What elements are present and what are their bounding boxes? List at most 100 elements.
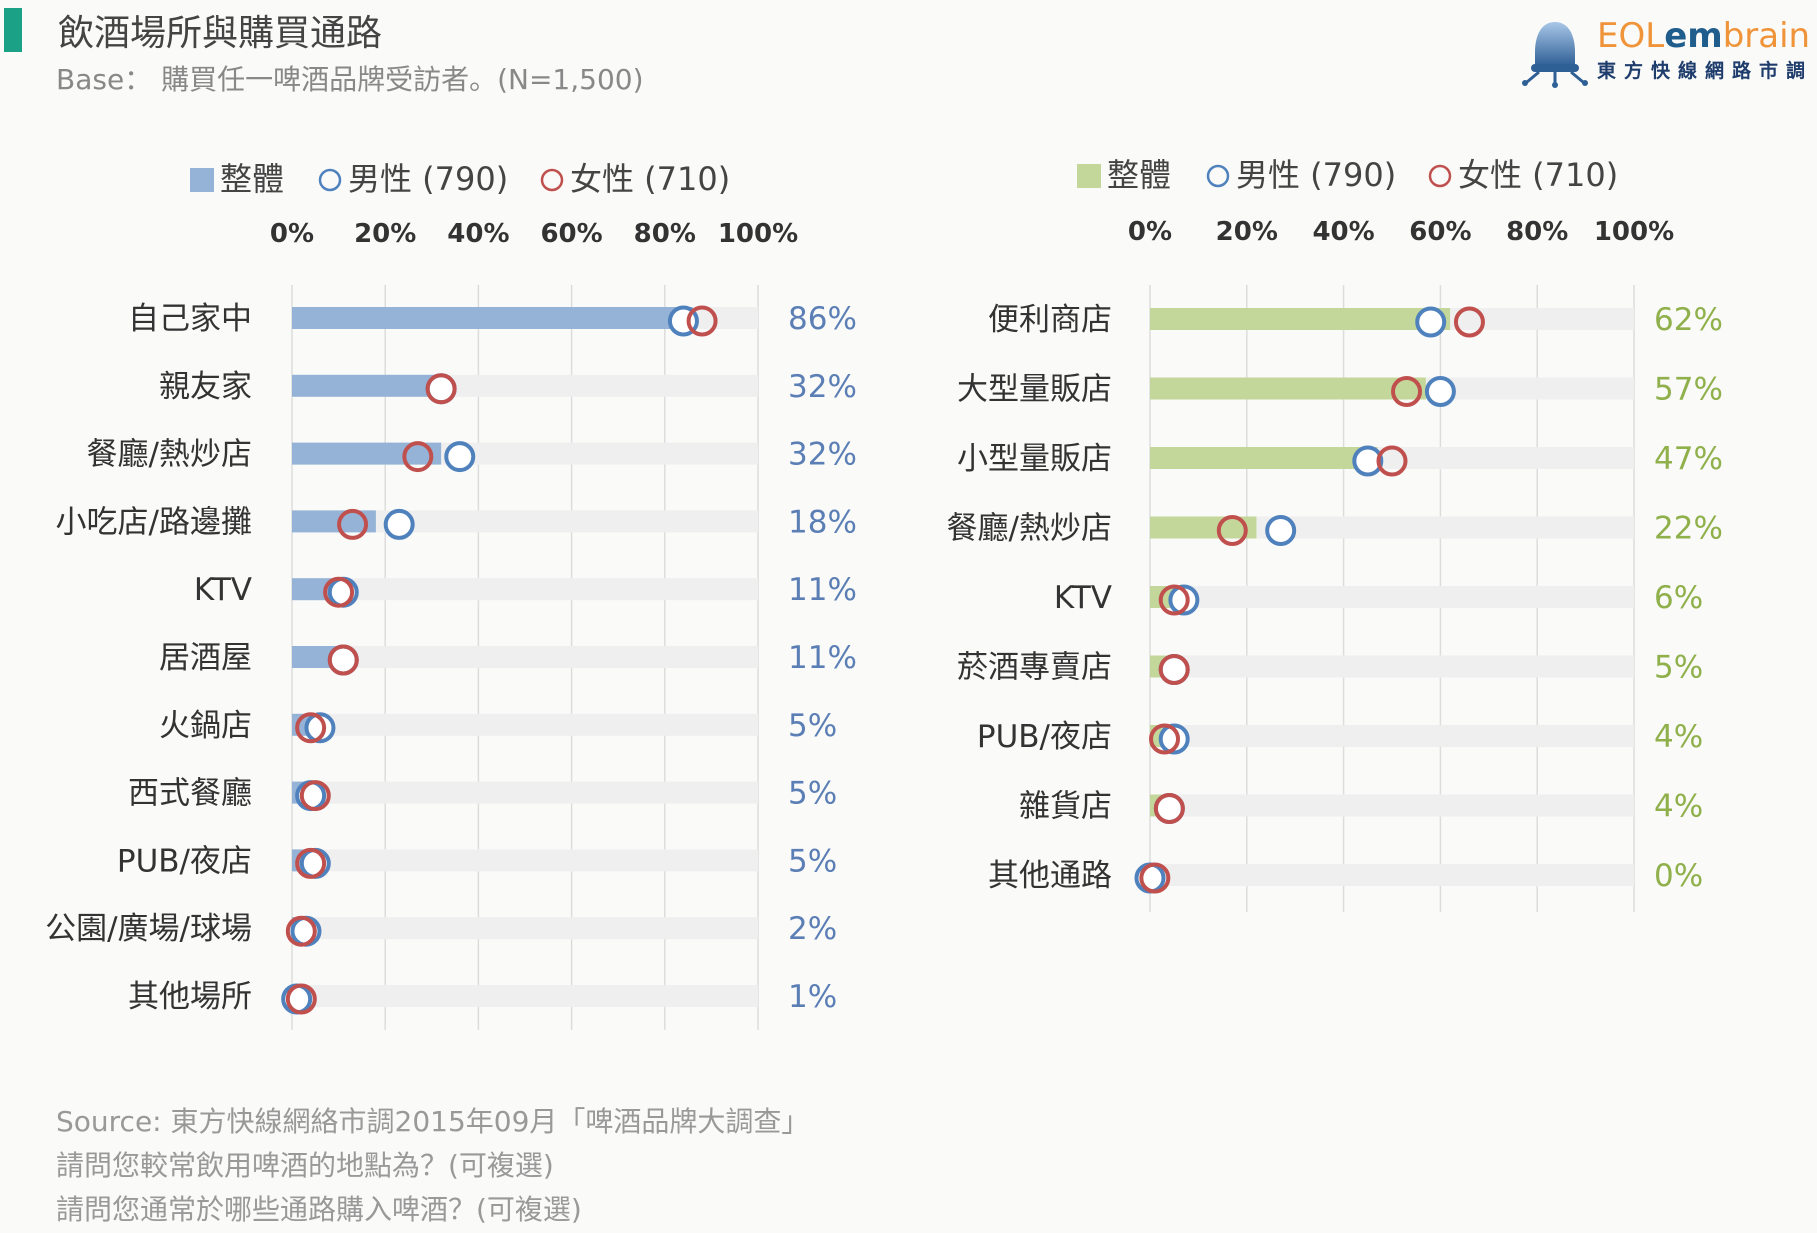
drinking-place-male-point <box>304 712 336 744</box>
drinking-place-bar-track <box>292 578 758 601</box>
drinking-place-category-label: 餐廳/熱炒店 <box>87 437 252 473</box>
drinking-place-category-label: 其他場所 <box>128 979 252 1015</box>
drinking-place-legend-female-label: 女性 (710) <box>570 160 730 198</box>
drinking-place-category-label: PUB/夜店 <box>117 843 252 879</box>
drinking-place-x-tick-label: 100% <box>718 219 798 249</box>
drinking-place-value-label: 32% <box>788 369 857 405</box>
base-note: Base： 購買任一啤酒品牌受訪者。(N=1,500) <box>56 63 644 96</box>
purchase-channel-female-point <box>1153 793 1185 824</box>
drinking-place-bar-track <box>292 781 758 804</box>
purchase-channel-category-label: 餐廳/熱炒店 <box>947 511 1112 547</box>
drinking-place-value-label: 86% <box>788 301 857 337</box>
purchase-channel-value-label: 0% <box>1654 858 1703 894</box>
purchase-channel-female-point <box>1376 445 1408 477</box>
drinking-place-bar-track <box>292 849 758 872</box>
purchase-channel-male-point <box>1168 584 1200 616</box>
logo-brain: brain <box>1722 16 1811 56</box>
purchase-channel-category-label: PUB/夜店 <box>977 719 1112 755</box>
purchase-channel-bar-total <box>1150 308 1451 330</box>
purchase-channel-female-point <box>1453 306 1485 338</box>
drinking-place-value-label: 11% <box>788 572 857 608</box>
drinking-place-bar-track <box>292 917 758 940</box>
purchase-channel-value-label: 62% <box>1654 302 1723 338</box>
purchase-channel-bar-track <box>1150 655 1634 678</box>
purchase-channel-x-tick-label: 40% <box>1312 217 1374 247</box>
drinking-place-x-tick-label: 0% <box>270 219 314 249</box>
purchase-channel-category-label: 其他通路 <box>988 858 1112 894</box>
drinking-place-category-label: KTV <box>194 572 252 608</box>
drinking-place-category-label: 小吃店/路邊攤 <box>56 504 252 540</box>
drinking-place-bar-track <box>292 713 758 736</box>
drinking-place-x-tick-label: 80% <box>634 219 696 249</box>
drinking-place-female-point <box>285 983 317 1015</box>
purchase-channel-female-point <box>1149 723 1181 755</box>
drinking-place-value-label: 1% <box>788 979 837 1015</box>
purchase-channel-value-label: 4% <box>1654 789 1703 825</box>
drinking-place-category-label: 親友家 <box>159 369 252 405</box>
purchase-channel-legend-female-marker <box>1428 164 1452 188</box>
purchase-channel-category-label: 菸酒專賣店 <box>957 650 1112 686</box>
purchase-channel-bar-track <box>1150 864 1634 886</box>
drinking-place-category-label: 公園/廣場/球場 <box>45 911 252 947</box>
drinking-place-bar-total <box>292 307 693 329</box>
purchase-channel-category-label: 便利商店 <box>988 302 1112 338</box>
drinking-place-female-point <box>295 712 327 744</box>
logo-em: em <box>1664 16 1723 56</box>
purchase-channel-legend-total-swatch <box>1077 164 1101 188</box>
purchase-channel-value-label: 6% <box>1654 580 1703 616</box>
drinking-place-male-point <box>444 441 476 473</box>
purchase-channel-female-point <box>1139 862 1171 894</box>
drinking-place-bar-total <box>292 510 376 533</box>
purchase-channel-male-point <box>1424 376 1456 407</box>
purchase-channel-value-label: 22% <box>1654 511 1723 547</box>
purchase-channel-bar-total <box>1150 516 1257 539</box>
purchase-channel-bar-total <box>1150 447 1378 469</box>
drinking-place-x-tick-label: 60% <box>540 219 602 249</box>
purchase-channel-category-label: 雜貨店 <box>1019 789 1112 825</box>
logo-robot-icon <box>1522 22 1588 88</box>
drinking-place-value-label: 5% <box>788 708 837 744</box>
drinking-place-bar-track <box>292 646 758 668</box>
purchase-channel-bar-track <box>1150 794 1634 817</box>
purchase-channel-value-label: 47% <box>1654 441 1723 477</box>
drinking-place-bar-track <box>292 985 758 1007</box>
purchase-channel-x-tick-label: 100% <box>1594 217 1674 247</box>
purchase-channel-legend-male-label: 男性 (790) <box>1236 156 1396 194</box>
question-2-note: 請問您通常於哪些通路購入啤酒？(可複選) <box>56 1193 582 1226</box>
purchase-channel-female-point <box>1158 654 1190 685</box>
footer-notes: Source: 東方快線網絡市調2015年09月「啤酒品牌大調查」 請問您較常飲… <box>56 1100 809 1232</box>
page-title: 飲酒場所與購買通路 <box>58 13 383 54</box>
drinking-place-female-point <box>327 644 359 676</box>
drinking-place-female-point <box>295 847 327 879</box>
drinking-place-bar-total <box>292 374 442 397</box>
drinking-place-value-label: 11% <box>788 640 857 676</box>
purchase-channel-category-label: KTV <box>1054 580 1112 616</box>
purchase-channel-bar-total <box>1150 377 1426 400</box>
drinking-place-category-label: 火鍋店 <box>159 708 252 744</box>
purchase-channel-male-point <box>1265 515 1297 546</box>
source-note: Source: 東方快線網絡市調2015年09月「啤酒品牌大調查」 <box>56 1105 810 1138</box>
purchase-channel-x-tick-label: 80% <box>1506 217 1568 247</box>
drinking-place-female-point <box>323 576 355 608</box>
purchase-channel-male-point <box>1415 306 1447 338</box>
drinking-place-female-point <box>686 305 718 337</box>
drinking-place-category-label: 居酒屋 <box>159 640 252 676</box>
drinking-place-legend-total-swatch <box>190 168 214 192</box>
question-1-note: 請問您較常飲用啤酒的地點為？(可複選) <box>56 1149 554 1182</box>
drinking-place-male-point <box>383 508 415 540</box>
purchase-channel-legend-total-label: 整體 <box>1107 156 1171 194</box>
eolembrain-logo: EOLembrain 東方快線網路市調 <box>1515 16 1815 88</box>
drinking-place-category-label: 自己家中 <box>128 301 252 337</box>
purchase-channel-legend-female-label: 女性 (710) <box>1458 156 1618 194</box>
drinking-place-female-point <box>337 508 369 540</box>
purchase-channel-value-label: 57% <box>1654 372 1723 408</box>
drinking-place-value-label: 2% <box>788 911 837 947</box>
drinking-place-female-point <box>285 915 317 947</box>
drinking-place-legend-male-label: 男性 (790) <box>348 160 508 198</box>
drinking-place-legend-female-marker <box>540 168 564 192</box>
drinking-place-legend-male-marker <box>318 168 342 192</box>
logo-subtitle: 東方快線網路市調 <box>1597 60 1814 82</box>
drinking-place-value-label: 18% <box>788 504 857 540</box>
drinking-place-value-label: 32% <box>788 437 857 473</box>
